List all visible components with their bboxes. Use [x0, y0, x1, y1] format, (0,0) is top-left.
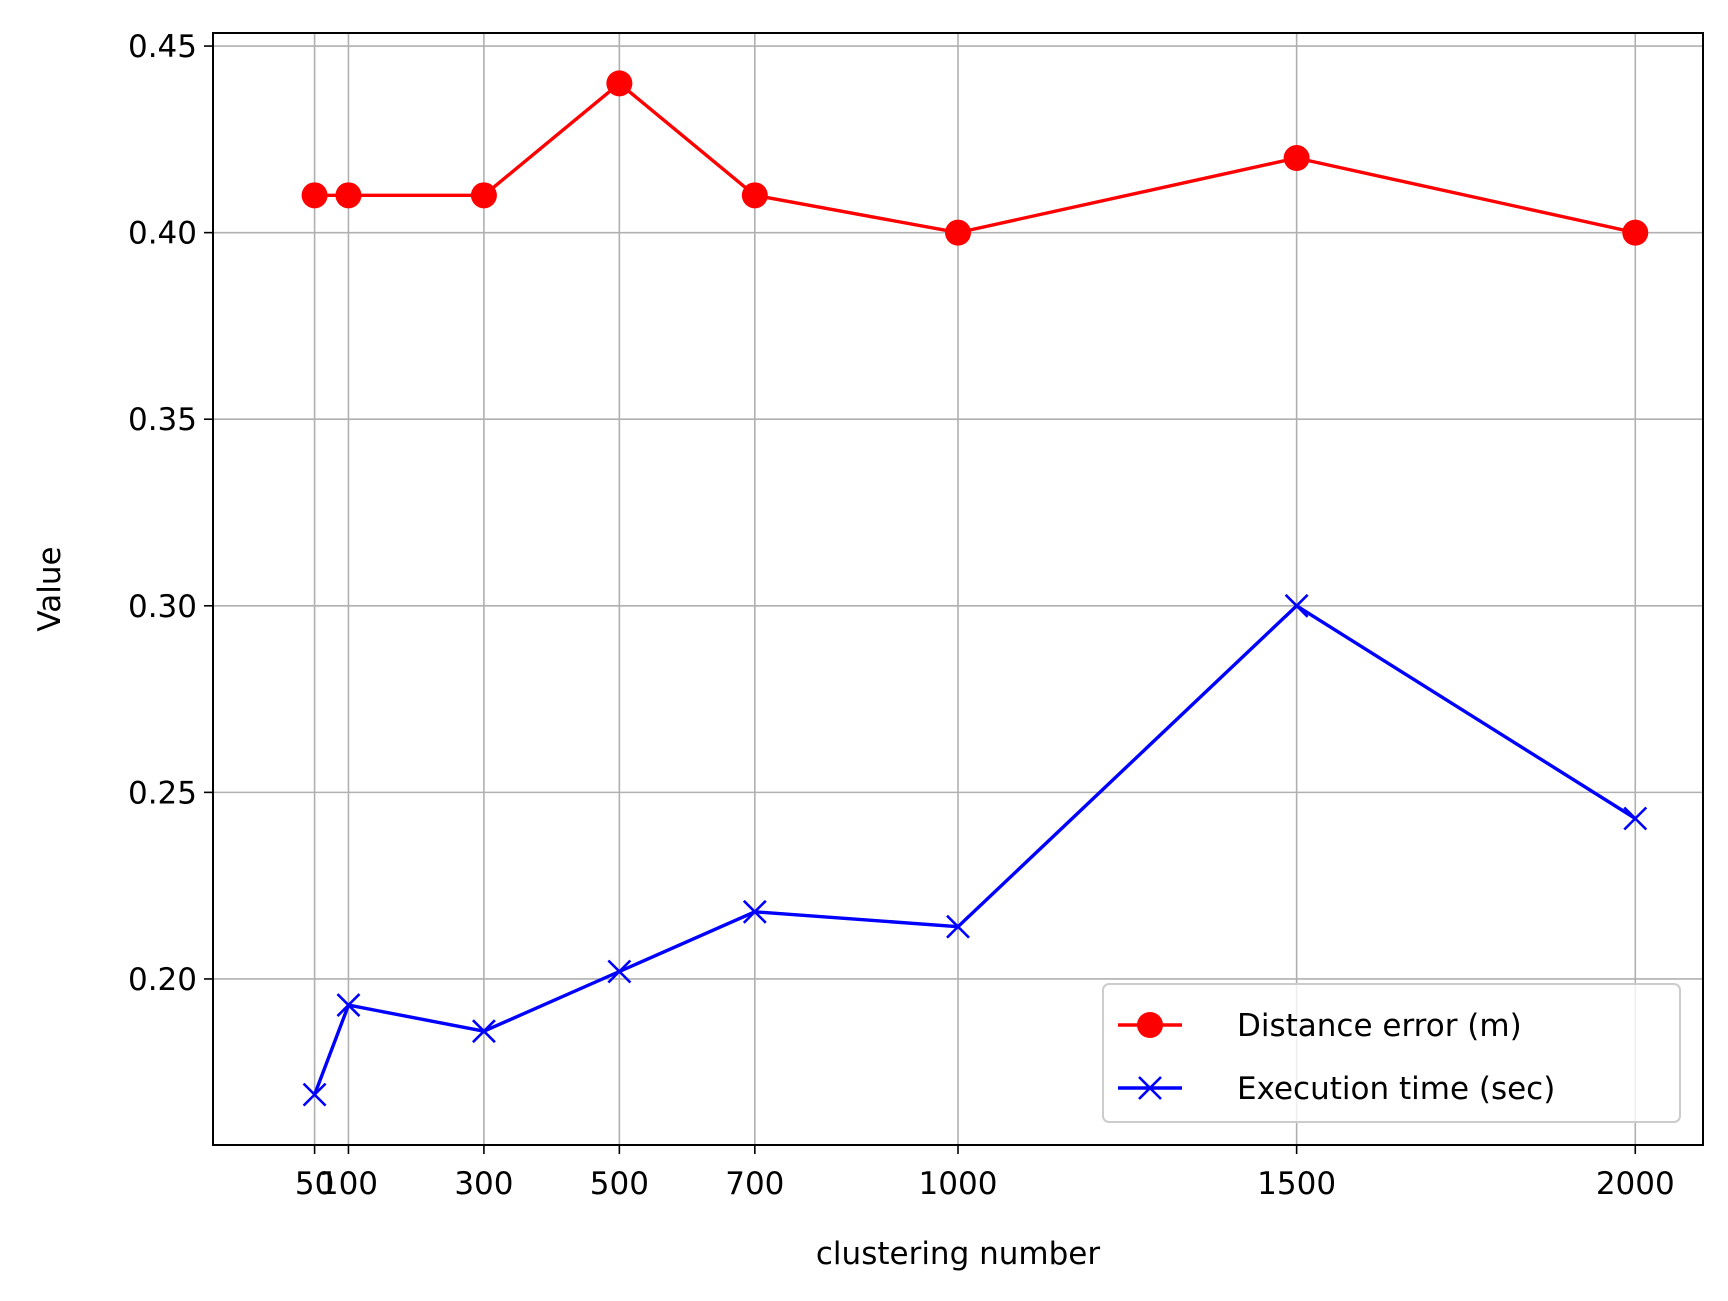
- data-point-circle: [606, 70, 633, 97]
- data-point-circle: [1283, 145, 1310, 172]
- y-tick-label: 0.45: [128, 29, 197, 65]
- data-point-circle: [741, 182, 768, 209]
- data-point-x-stroke: [471, 1019, 496, 1044]
- x-tick-label: 300: [454, 1166, 513, 1202]
- y-tick-label: 0.30: [128, 589, 197, 625]
- x-tick-label: 500: [590, 1166, 649, 1202]
- legend-label: Execution time (sec): [1237, 1071, 1555, 1107]
- y-tick-label: 0.35: [128, 402, 197, 438]
- legend-entry: Execution time (sec): [1118, 1071, 1555, 1107]
- legend: Distance error (m) Execution time (sec): [1102, 983, 1681, 1123]
- y-tick-label: 0.40: [128, 216, 197, 252]
- data-point-x-stroke: [1623, 806, 1648, 831]
- legend-entry: Distance error (m): [1118, 1008, 1522, 1044]
- data-point-circle: [335, 182, 362, 209]
- data-point-x: [946, 914, 970, 939]
- x-axis-label: clustering number: [816, 1236, 1100, 1272]
- data-point-x: [742, 899, 767, 924]
- x-tick-label: 100: [319, 1166, 378, 1202]
- data-point-x: [1284, 593, 1309, 618]
- legend-label: Distance error (m): [1237, 1008, 1522, 1044]
- x-tick-label: 50: [295, 1166, 334, 1202]
- series-line: [314, 81, 1636, 235]
- series-line: [313, 604, 1637, 1096]
- series-2: [302, 593, 1648, 1107]
- data-point-x: [336, 993, 361, 1017]
- data-point-x-stroke: [742, 899, 767, 924]
- data-point-x: [1623, 806, 1648, 831]
- data-point-x: [471, 1019, 496, 1044]
- data-point-circle: [301, 182, 328, 209]
- data-point-x: [302, 1082, 327, 1107]
- legend-swatch-marker-stroke: [1138, 1076, 1162, 1100]
- data-point-x-stroke: [607, 959, 632, 984]
- legend-box: [1102, 983, 1681, 1123]
- y-tick-label: 0.25: [128, 775, 197, 811]
- data-point-x-stroke: [946, 914, 970, 939]
- x-tick-label: 2000: [1596, 1166, 1675, 1202]
- legend-swatch-marker: [1137, 1012, 1163, 1038]
- data-point-x-stroke: [336, 993, 361, 1017]
- y-tick-label: 0.20: [128, 962, 197, 998]
- data-point-x-stroke: [1284, 593, 1309, 618]
- data-point-circle: [945, 219, 971, 246]
- x-tick-label: 1000: [919, 1166, 998, 1202]
- data-point-x: [607, 959, 632, 984]
- x-tick-label: 1500: [1257, 1166, 1336, 1202]
- grid: [213, 33, 1703, 1145]
- data-point-circle: [470, 182, 497, 209]
- y-axis-label: Value: [32, 546, 68, 631]
- data-point-x-stroke: [302, 1082, 327, 1107]
- series-layer: [301, 70, 1649, 1107]
- x-tick-label: 700: [725, 1166, 784, 1202]
- series-1: [301, 70, 1649, 246]
- data-point-circle: [1622, 219, 1649, 246]
- legend-swatch-marker: [1138, 1076, 1162, 1100]
